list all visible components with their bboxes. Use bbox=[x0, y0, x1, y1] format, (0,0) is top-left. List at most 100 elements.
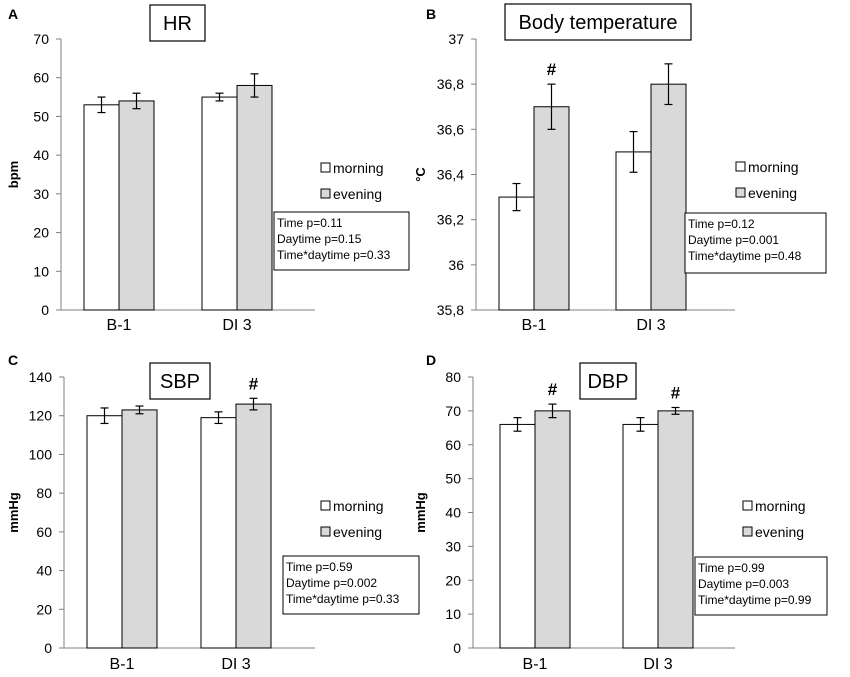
y-tick-label: 0 bbox=[453, 640, 461, 656]
bar-evening-2 bbox=[650, 83, 687, 311]
y-tick-label: 80 bbox=[36, 485, 52, 501]
chart-title-box bbox=[504, 3, 692, 41]
stats-line: Time p=0.59 bbox=[286, 560, 353, 574]
panel-letter: D bbox=[426, 352, 436, 368]
y-tick-label: 36 bbox=[448, 257, 464, 273]
bar-morning-2 bbox=[201, 96, 238, 311]
y-tick-label: 100 bbox=[29, 446, 53, 462]
y-tick-label: 36,8 bbox=[437, 76, 464, 92]
y-tick-label: 35,8 bbox=[437, 302, 464, 318]
bar-morning-1 bbox=[499, 423, 536, 649]
panel-letter: B bbox=[426, 6, 436, 22]
legend-swatch-morning bbox=[320, 162, 331, 173]
bar-evening-2 bbox=[657, 410, 694, 649]
panel-letter: A bbox=[8, 6, 18, 22]
stats-line: Time*daytime p=0.48 bbox=[688, 249, 802, 263]
legend-label-morning: morning bbox=[333, 160, 384, 176]
legend-swatch-morning bbox=[742, 500, 753, 511]
y-tick-label: 60 bbox=[33, 70, 49, 86]
bar-morning-1 bbox=[498, 196, 535, 311]
y-tick-label: 140 bbox=[29, 369, 53, 385]
legend-label-evening: evening bbox=[333, 524, 382, 540]
chart-title: Body temperature bbox=[519, 12, 678, 34]
stats-box bbox=[684, 212, 827, 274]
legend-label-morning: morning bbox=[748, 159, 799, 175]
legend-label-evening: evening bbox=[748, 185, 797, 201]
y-tick-label: 37 bbox=[448, 31, 464, 47]
chart-title-box bbox=[149, 4, 206, 42]
y-axis-label: mmHg bbox=[6, 492, 21, 533]
y-tick-label: 36,6 bbox=[437, 121, 464, 137]
chart-title: SBP bbox=[160, 371, 200, 393]
stats-line: Daytime p=0.002 bbox=[286, 576, 377, 590]
stats-line: Daytime p=0.001 bbox=[688, 233, 779, 247]
legend-swatch-evening bbox=[320, 526, 331, 537]
y-tick-label: 40 bbox=[33, 147, 49, 163]
legend-label-evening: evening bbox=[333, 186, 382, 202]
bar-morning-2 bbox=[615, 151, 652, 311]
y-tick-label: 30 bbox=[33, 186, 49, 202]
y-tick-label: 40 bbox=[445, 505, 461, 521]
legend-label-morning: morning bbox=[755, 498, 806, 514]
y-tick-label: 120 bbox=[29, 408, 53, 424]
bar-evening-2 bbox=[236, 84, 273, 311]
y-axis-label: °C bbox=[413, 167, 428, 182]
y-axis-label: bpm bbox=[6, 161, 21, 188]
y-tick-label: 0 bbox=[44, 640, 52, 656]
y-tick-label: 60 bbox=[445, 437, 461, 453]
bar-evening-1 bbox=[118, 100, 155, 311]
chart-title: HR bbox=[163, 13, 192, 35]
legend-swatch-morning bbox=[320, 500, 331, 511]
significance-marker: # bbox=[671, 383, 681, 402]
bar-evening-1 bbox=[534, 410, 571, 649]
x-tick-label: B-1 bbox=[523, 656, 548, 673]
chart-title-box bbox=[579, 362, 637, 400]
x-tick-label: DI 3 bbox=[222, 317, 251, 334]
stats-line: Daytime p=0.15 bbox=[277, 232, 362, 246]
y-tick-label: 50 bbox=[445, 471, 461, 487]
y-tick-label: 20 bbox=[36, 601, 52, 617]
x-tick-label: B-1 bbox=[107, 317, 132, 334]
panel-letter: C bbox=[8, 352, 18, 368]
x-tick-label: DI 3 bbox=[636, 317, 665, 334]
chart-title-box bbox=[149, 362, 211, 400]
bar-evening-1 bbox=[121, 409, 158, 649]
stats-line: Time p=0.12 bbox=[688, 217, 755, 231]
x-tick-label: B-1 bbox=[522, 317, 547, 334]
stats-box bbox=[694, 556, 828, 616]
legend-swatch-evening bbox=[320, 188, 331, 199]
y-tick-label: 0 bbox=[41, 302, 49, 318]
stats-line: Daytime p=0.003 bbox=[698, 577, 789, 591]
y-tick-label: 60 bbox=[36, 524, 52, 540]
y-tick-label: 70 bbox=[33, 31, 49, 47]
bar-morning-2 bbox=[200, 417, 237, 649]
y-axis-label: mmHg bbox=[413, 492, 428, 533]
stats-line: Time*daytime p=0.99 bbox=[698, 593, 812, 607]
legend-swatch-evening bbox=[735, 187, 746, 198]
y-tick-label: 80 bbox=[445, 369, 461, 385]
significance-marker: # bbox=[547, 60, 557, 79]
y-tick-label: 10 bbox=[33, 263, 49, 279]
y-tick-label: 20 bbox=[445, 572, 461, 588]
y-tick-label: 20 bbox=[33, 225, 49, 241]
stats-box bbox=[282, 555, 420, 615]
bar-morning-2 bbox=[622, 423, 659, 649]
stats-line: Time p=0.99 bbox=[698, 561, 765, 575]
stats-line: Time*daytime p=0.33 bbox=[286, 592, 400, 606]
y-tick-label: 70 bbox=[445, 403, 461, 419]
y-tick-label: 36,2 bbox=[437, 212, 464, 228]
stats-line: Time p=0.11 bbox=[277, 216, 343, 230]
legend-label-evening: evening bbox=[755, 524, 804, 540]
significance-marker: # bbox=[249, 374, 259, 393]
stats-line: Time*daytime p=0.33 bbox=[277, 248, 391, 262]
legend-swatch-evening bbox=[742, 526, 753, 537]
y-tick-label: 50 bbox=[33, 108, 49, 124]
x-tick-label: B-1 bbox=[110, 656, 135, 673]
y-tick-label: 40 bbox=[36, 563, 52, 579]
bar-morning-1 bbox=[83, 104, 120, 311]
y-tick-label: 36,4 bbox=[437, 167, 464, 183]
